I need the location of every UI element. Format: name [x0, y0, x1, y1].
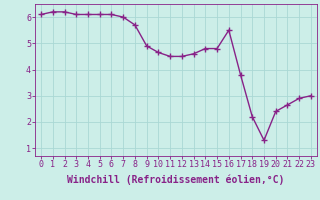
X-axis label: Windchill (Refroidissement éolien,°C): Windchill (Refroidissement éolien,°C)	[67, 175, 285, 185]
